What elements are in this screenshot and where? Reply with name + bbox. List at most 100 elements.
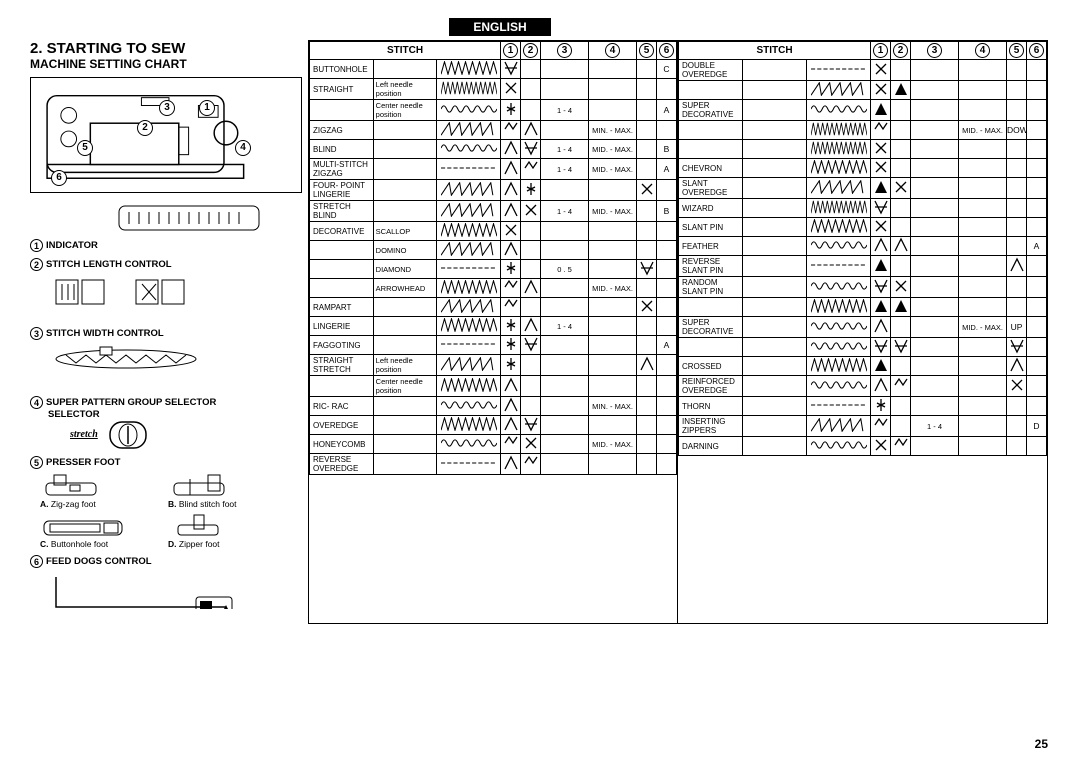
legend-stitch-width: 3STITCH WIDTH CONTROL bbox=[30, 327, 302, 390]
cell-4: MID. - MAX. bbox=[589, 140, 637, 159]
stitch-pattern-icon bbox=[437, 241, 501, 260]
cell-4 bbox=[589, 222, 637, 241]
stitch-name: FAGGOTING bbox=[310, 336, 374, 355]
stitch-pattern-icon bbox=[807, 317, 871, 338]
cell-6 bbox=[1027, 81, 1047, 100]
stitch-sub bbox=[743, 140, 807, 159]
cell-1-icon bbox=[501, 355, 521, 376]
stitch-sub bbox=[373, 435, 437, 454]
cell-4: MID. - MAX. bbox=[589, 279, 637, 298]
cell-2-icon bbox=[891, 437, 911, 456]
cell-5 bbox=[637, 241, 657, 260]
cell-4: MID. - MAX. bbox=[959, 317, 1007, 338]
table-row: MULTI-STITCH ZIGZAG1 - 4MID. - MAX.A bbox=[310, 159, 677, 180]
cell-6 bbox=[1027, 277, 1047, 298]
stitch-sub bbox=[373, 121, 437, 140]
stitch-name bbox=[679, 121, 743, 140]
stitch-pattern-icon bbox=[437, 180, 501, 201]
cell-6 bbox=[1027, 376, 1047, 397]
col-6: 6 bbox=[657, 42, 677, 60]
stitch-pattern-icon bbox=[807, 237, 871, 256]
cell-2-icon bbox=[521, 260, 541, 279]
cell-4 bbox=[959, 357, 1007, 376]
cell-2-icon bbox=[891, 199, 911, 218]
diagram-label-1: 1 bbox=[199, 100, 215, 116]
cell-2-icon bbox=[891, 121, 911, 140]
stitch-name: REVERSE SLANT PIN bbox=[679, 256, 743, 277]
cell-3 bbox=[541, 336, 589, 355]
cell-1-icon bbox=[871, 218, 891, 237]
cell-6: D bbox=[1027, 416, 1047, 437]
stitch-pattern-icon bbox=[437, 435, 501, 454]
cell-2-icon bbox=[891, 237, 911, 256]
cell-4 bbox=[959, 199, 1007, 218]
table-row: WIZARD bbox=[679, 199, 1047, 218]
cell-6 bbox=[1027, 218, 1047, 237]
stitch-pattern-icon bbox=[807, 416, 871, 437]
cell-6: A bbox=[657, 100, 677, 121]
cell-1-icon bbox=[501, 336, 521, 355]
table-row bbox=[679, 298, 1047, 317]
cell-6 bbox=[657, 121, 677, 140]
cell-1-icon bbox=[501, 222, 521, 241]
table-row: SLANT OVEREDGE bbox=[679, 178, 1047, 199]
width-control-icon bbox=[46, 343, 226, 381]
cell-5: UP bbox=[1007, 317, 1027, 338]
stitch-name: SLANT PIN bbox=[679, 218, 743, 237]
cell-6 bbox=[1027, 317, 1047, 338]
cell-1-icon bbox=[501, 435, 521, 454]
table-row: BUTTONHOLEC bbox=[310, 60, 677, 79]
cell-6 bbox=[657, 279, 677, 298]
chart-left: STITCH123456BUTTONHOLECSTRAIGHTLeft need… bbox=[308, 40, 678, 624]
col-6: 6 bbox=[1027, 42, 1047, 60]
cell-2-icon bbox=[891, 376, 911, 397]
cell-2-icon bbox=[891, 100, 911, 121]
stitch-sub bbox=[743, 338, 807, 357]
cell-2-icon bbox=[521, 79, 541, 100]
stitch-name bbox=[679, 81, 743, 100]
cell-2-icon bbox=[891, 338, 911, 357]
indicator-icon bbox=[117, 204, 297, 242]
stitch-sub bbox=[743, 317, 807, 338]
cell-3 bbox=[541, 355, 589, 376]
cell-4 bbox=[959, 277, 1007, 298]
cell-1-icon bbox=[501, 241, 521, 260]
cell-1-icon bbox=[871, 199, 891, 218]
stitch-sub bbox=[743, 376, 807, 397]
foot-b: B. Blind stitch foot bbox=[168, 473, 288, 509]
cell-3 bbox=[911, 298, 959, 317]
diagram-label-5: 5 bbox=[77, 140, 93, 156]
cell-5 bbox=[637, 435, 657, 454]
table-row: DOUBLE OVEREDGE bbox=[679, 60, 1047, 81]
cell-6 bbox=[1027, 256, 1047, 277]
cell-1-icon bbox=[871, 397, 891, 416]
stitch-sub bbox=[373, 336, 437, 355]
cell-3: 1 - 4 bbox=[911, 416, 959, 437]
foot-c: C. Buttonhole foot bbox=[40, 513, 160, 549]
stitch-name bbox=[679, 338, 743, 357]
cell-5 bbox=[637, 260, 657, 279]
cell-2-icon bbox=[521, 180, 541, 201]
stitch-name: OVEREDGE bbox=[310, 416, 374, 435]
cell-3 bbox=[911, 376, 959, 397]
stitch-pattern-icon bbox=[807, 256, 871, 277]
cell-5 bbox=[637, 416, 657, 435]
cell-5 bbox=[637, 100, 657, 121]
cell-6 bbox=[1027, 199, 1047, 218]
stitch-pattern-icon bbox=[807, 218, 871, 237]
selector-icon bbox=[108, 420, 148, 450]
col-3: 3 bbox=[911, 42, 959, 60]
stitch-name bbox=[679, 298, 743, 317]
table-row: REVERSE SLANT PIN bbox=[679, 256, 1047, 277]
table-row: CHEVRON bbox=[679, 159, 1047, 178]
cell-5 bbox=[1007, 237, 1027, 256]
cell-1-icon bbox=[501, 79, 521, 100]
cell-5 bbox=[1007, 357, 1027, 376]
page: ENGLISH 2. STARTING TO SEW MACHINE SETTI… bbox=[0, 0, 1080, 624]
stitch-name: SUPER DECORATIVE bbox=[679, 317, 743, 338]
cell-4 bbox=[589, 317, 637, 336]
cell-1-icon bbox=[501, 454, 521, 475]
buttonhole-foot-icon bbox=[40, 513, 130, 539]
stitch-sub bbox=[743, 416, 807, 437]
cell-4 bbox=[959, 397, 1007, 416]
